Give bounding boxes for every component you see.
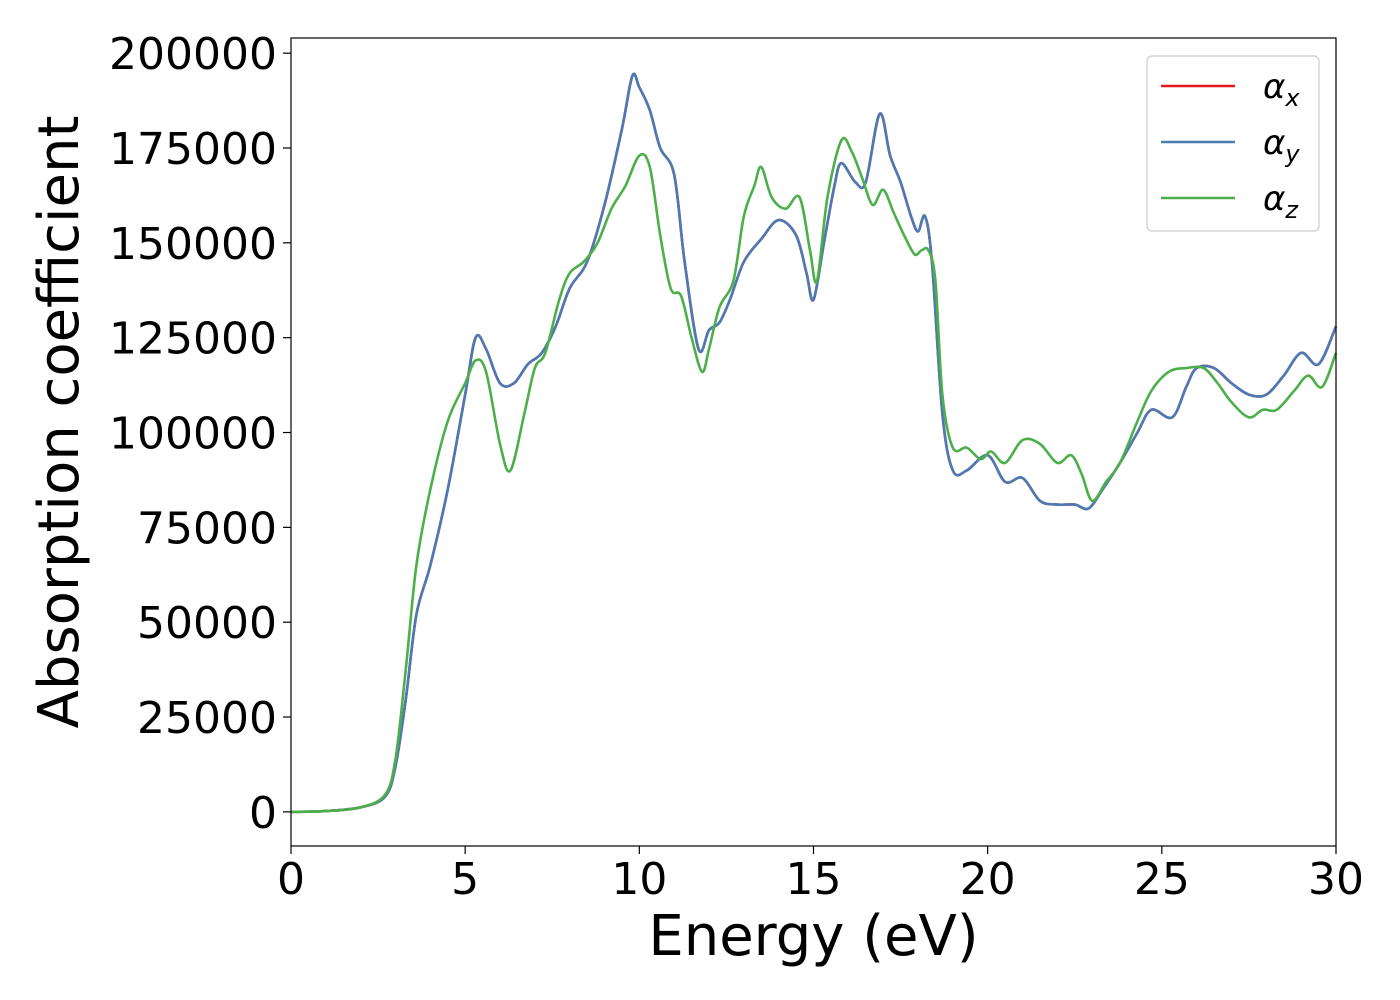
series-line-z [290,136,1338,814]
y-tick-label: 75000 [137,503,277,554]
legend-label-y: αy [1263,123,1300,168]
y-tick-label: 175000 [109,124,277,175]
y-tick-label: 200000 [109,29,277,80]
x-tick-label: 20 [960,854,1016,905]
legend-label-x: αx [1263,67,1300,112]
x-axis-title: Energy (eV) [648,904,978,969]
x-tick-label: 5 [451,854,479,905]
y-axis-title: Absorption coefficient [27,116,92,729]
y-tick-label: 150000 [109,219,277,270]
x-tick-label: 10 [611,854,667,905]
x-tick-label: 15 [786,854,842,905]
series-layer [290,72,1338,814]
series-line-y [290,72,1338,814]
y-tick-label: 25000 [137,693,277,744]
y-tick-label: 125000 [109,314,277,365]
legend-box [1146,55,1320,232]
legend: αx αy αz [1146,55,1320,232]
legend-label-z: αz [1263,179,1299,224]
x-tick-label: 25 [1134,854,1190,905]
x-tick-label: 0 [277,854,305,905]
ticks-layer: 0 5 10 15 20 25 30 0 25000 50000 75000 100000 125000… [109,29,1364,905]
y-tick-label: 100000 [109,409,277,460]
y-tick-label: 50000 [137,598,277,649]
x-tick-label: 30 [1308,854,1364,905]
y-tick-label: 0 [249,788,277,839]
